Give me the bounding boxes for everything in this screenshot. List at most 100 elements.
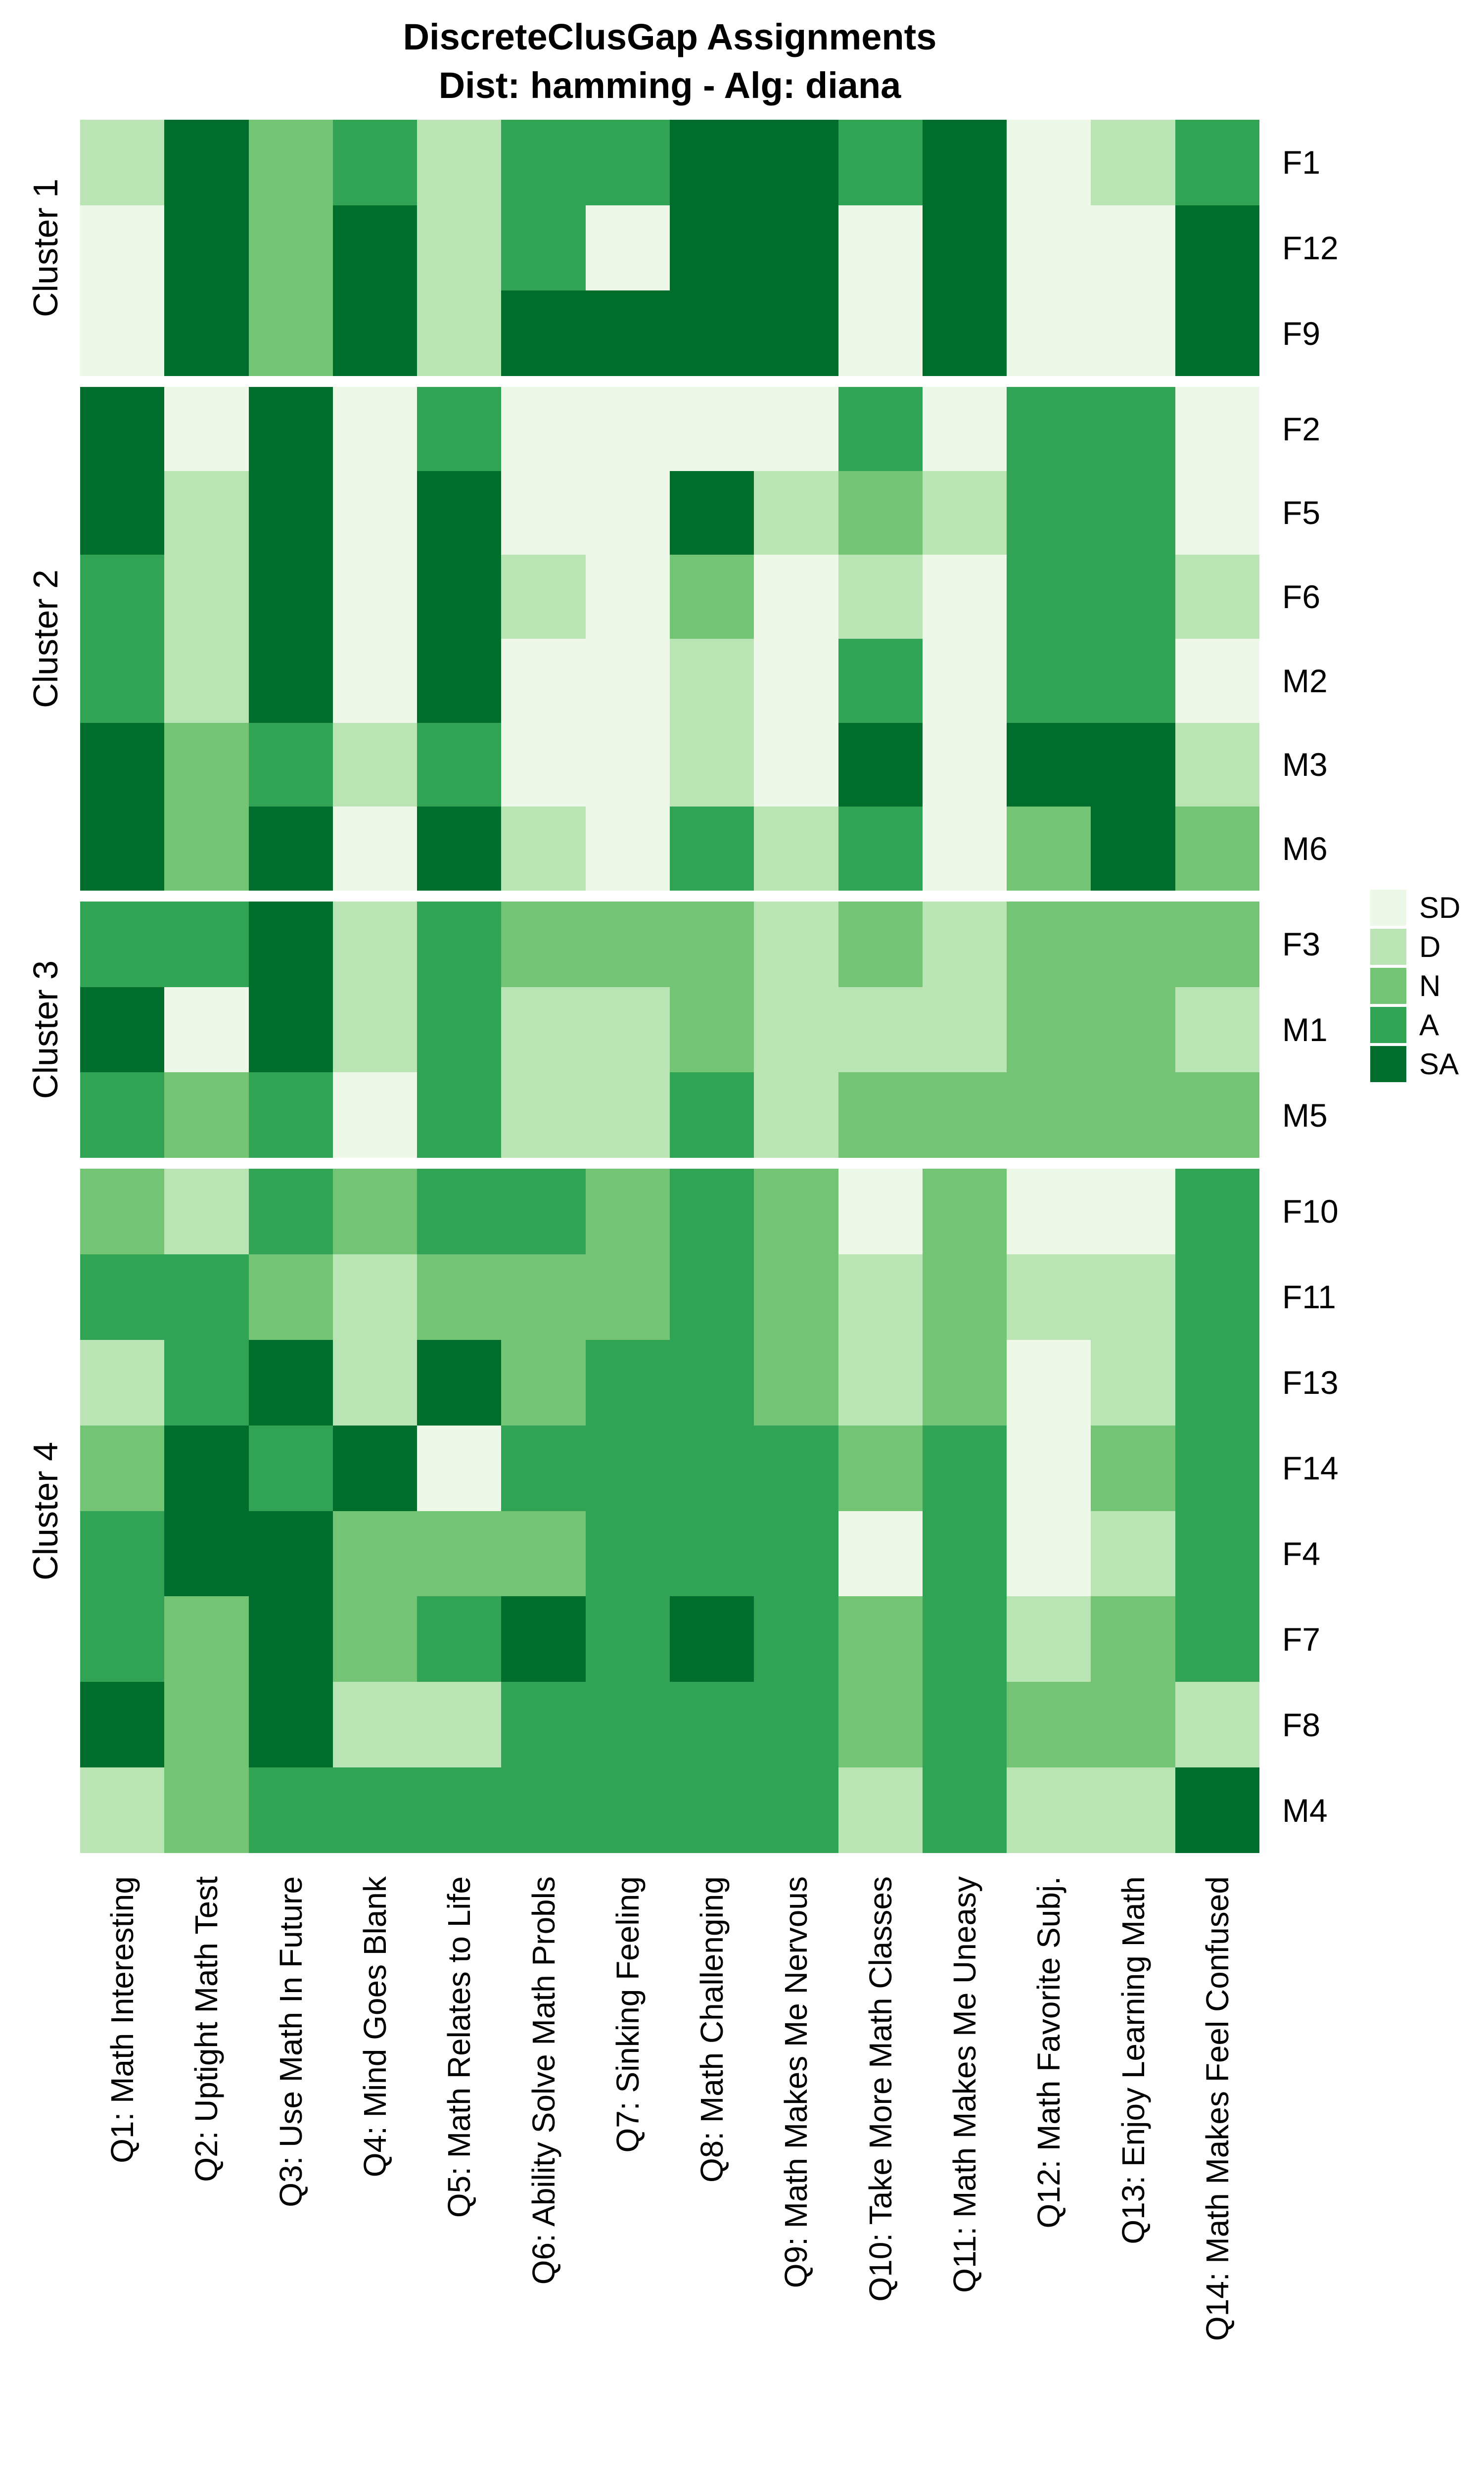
heatmap-cell — [417, 555, 502, 639]
heatmap-cell — [1007, 1425, 1091, 1511]
heatmap-cell — [164, 471, 249, 555]
heatmap-cell — [332, 387, 417, 471]
heatmap-cell — [417, 387, 502, 471]
row-label-F3: F3 — [1282, 926, 1321, 963]
heatmap-cell — [1091, 387, 1175, 471]
heatmap-cell — [670, 1767, 754, 1853]
legend-swatch — [1370, 929, 1406, 965]
heatmap-cell — [1175, 555, 1259, 639]
chart-title-line1: DiscreteClusGap Assignments — [403, 16, 937, 57]
x-axis-label-text: Q11: Math Makes Me Uneasy — [947, 1876, 982, 2293]
heatmap-cell — [754, 1254, 838, 1340]
heatmap-cell — [332, 1169, 417, 1254]
heatmap-cell — [1007, 722, 1091, 807]
heatmap-cell — [80, 1072, 165, 1158]
heatmap-cell — [1175, 902, 1259, 987]
heatmap-cell — [164, 1339, 249, 1426]
x-axis-label-text: Q14: Math Makes Feel Confused — [1199, 1876, 1235, 2341]
heatmap-cell — [248, 290, 333, 376]
heatmap-cell — [585, 722, 670, 807]
row-label-M4: M4 — [1282, 1792, 1328, 1829]
heatmap-cell — [332, 205, 417, 291]
heatmap-cell — [1091, 722, 1175, 807]
heatmap-cell — [670, 1339, 754, 1426]
row-label-F4: F4 — [1282, 1535, 1321, 1572]
x-axis-label-text: Q9: Math Makes Me Nervous — [778, 1876, 814, 2288]
heatmap-cell — [417, 987, 502, 1073]
heatmap-cell — [838, 1072, 923, 1158]
x-axis-label-text: Q13: Enjoy Learning Math — [1115, 1876, 1151, 2244]
heatmap-cell — [1091, 1682, 1175, 1768]
heatmap-cell — [332, 1767, 417, 1853]
heatmap-cell — [922, 1511, 1007, 1597]
heatmap-cell — [1007, 1682, 1091, 1768]
heatmap-cell — [754, 807, 838, 891]
legend-label: SA — [1419, 1047, 1459, 1081]
heatmap-cell — [670, 387, 754, 471]
heatmap-cell — [248, 1767, 333, 1853]
heatmap-cell — [1175, 1425, 1259, 1511]
heatmap-cell — [922, 1169, 1007, 1254]
heatmap-cell — [922, 639, 1007, 723]
heatmap-cell — [248, 471, 333, 555]
heatmap-cell — [417, 639, 502, 723]
x-axis-label-text: Q7: Sinking Feeling — [609, 1876, 646, 2153]
heatmap-cell — [1091, 902, 1175, 987]
x-axis-label-text: Q2: Uptight Math Test — [188, 1876, 225, 2182]
heatmap-cell — [670, 639, 754, 723]
heatmap-cell — [164, 1254, 249, 1340]
heatmap-cell — [754, 1339, 838, 1426]
heatmap-cell — [670, 471, 754, 555]
heatmap-cell — [1175, 807, 1259, 891]
heatmap-cell — [80, 902, 165, 987]
heatmap-cell — [670, 902, 754, 987]
row-label-M1: M1 — [1282, 1011, 1328, 1048]
heatmap-cell — [1091, 807, 1175, 891]
x-axis-label-text: Q3: Use Math In Future — [273, 1876, 309, 2207]
heatmap-cell — [1175, 205, 1259, 291]
legend-item-SA: SA — [1370, 1046, 1459, 1082]
heatmap-cell — [585, 1254, 670, 1340]
heatmap-cell — [164, 1767, 249, 1853]
heatmap-cell — [164, 902, 249, 987]
heatmap-cell — [922, 902, 1007, 987]
heatmap-cell — [754, 205, 838, 291]
heatmap-cell — [754, 1072, 838, 1158]
heatmap-cell — [754, 555, 838, 639]
heatmap-cell — [501, 722, 586, 807]
heatmap-cell — [585, 807, 670, 891]
heatmap-cell — [164, 387, 249, 471]
cluster-panel-2 — [80, 387, 1259, 891]
x-axis-label-text: Q12: Math Favorite Subj. — [1031, 1876, 1067, 2229]
legend-label: A — [1419, 1008, 1439, 1042]
row-label-F11: F11 — [1282, 1279, 1336, 1316]
heatmap-cell — [922, 722, 1007, 807]
heatmap-cell — [164, 1169, 249, 1254]
heatmap-cell — [585, 471, 670, 555]
heatmap-cell — [80, 290, 165, 376]
heatmap-cell — [248, 1169, 333, 1254]
heatmap-cell — [164, 290, 249, 376]
heatmap-cell — [248, 1425, 333, 1511]
heatmap-cell — [585, 1767, 670, 1853]
row-label-F7: F7 — [1282, 1620, 1321, 1658]
heatmap-cell — [248, 987, 333, 1073]
x-axis-label-text: Q4: Mind Goes Blank — [357, 1876, 393, 2178]
heatmap-cell — [585, 120, 670, 205]
chart-title-line2: Dist: hamming - Alg: diana — [438, 64, 901, 106]
heatmap-cell — [332, 1339, 417, 1426]
heatmap-cell — [585, 1596, 670, 1682]
heatmap-cell — [80, 387, 165, 471]
heatmap-cell — [670, 1511, 754, 1597]
heatmap-cell — [922, 1339, 1007, 1426]
heatmap-cell — [1175, 722, 1259, 807]
heatmap-cell — [164, 1425, 249, 1511]
legend-label: SD — [1419, 891, 1461, 924]
heatmap-cell — [1175, 1169, 1259, 1254]
heatmap-cell — [332, 722, 417, 807]
heatmap-cell — [670, 722, 754, 807]
heatmap-cell — [80, 1254, 165, 1340]
heatmap-cell — [1007, 902, 1091, 987]
heatmap-cell — [80, 1596, 165, 1682]
row-label-F14: F14 — [1282, 1450, 1339, 1487]
